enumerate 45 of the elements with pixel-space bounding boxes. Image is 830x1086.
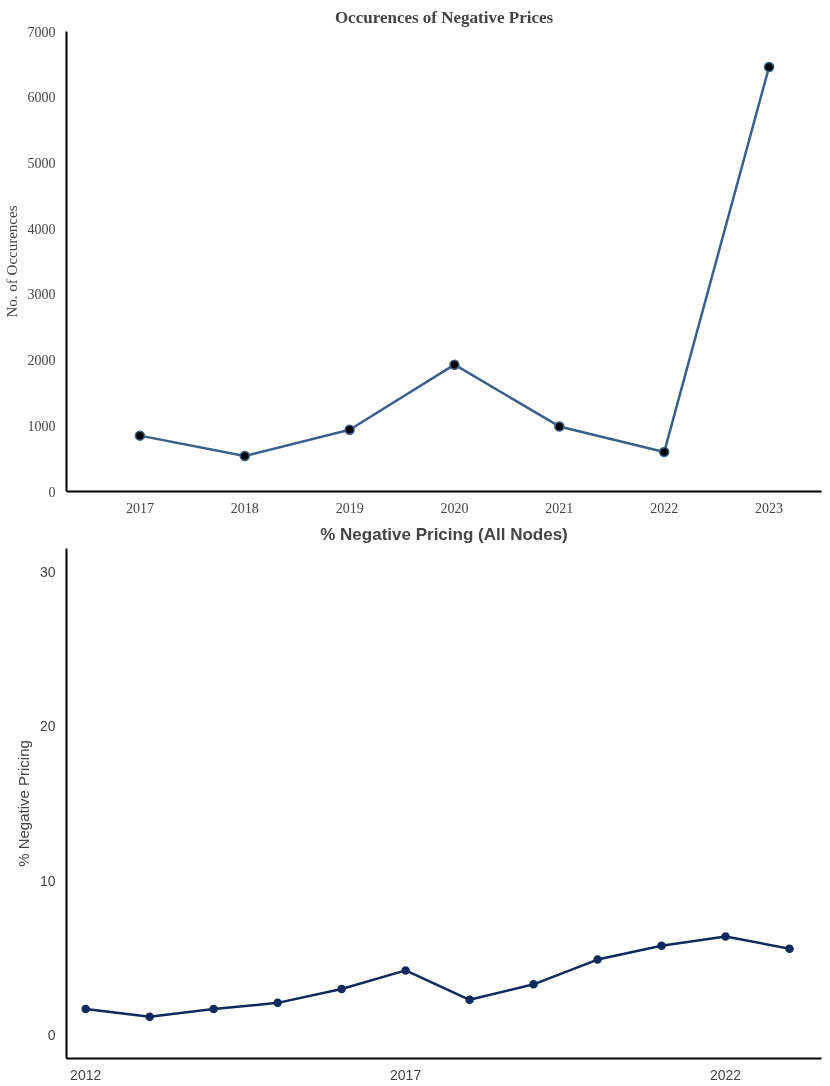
x-tick-label: 2012 (70, 1066, 102, 1083)
x-tick-label: 2017 (390, 1066, 422, 1083)
x-tick-label: 2020 (440, 500, 469, 516)
y-tick-label: 4000 (27, 221, 56, 237)
point (145, 1012, 154, 1022)
point (239, 450, 251, 462)
x-tick-label: 2017 (125, 500, 154, 516)
x-tick-label: 2021 (545, 500, 574, 516)
y-tick-label: 0 (47, 1027, 56, 1044)
y-tick-label: 20 (39, 718, 56, 735)
chart-title: Occurences of Negative Prices (334, 7, 554, 27)
x-tick-label: 2022 (650, 500, 679, 516)
y-tick-label: 6000 (27, 90, 56, 106)
y-axis-title: % Negative Pricing (14, 740, 32, 867)
x-tick-label: 2018 (230, 500, 259, 516)
point (529, 980, 538, 989)
y-tick-label: 2000 (27, 353, 56, 369)
point (337, 984, 346, 994)
y-tick-label: 0 (48, 484, 56, 500)
point (81, 1004, 90, 1014)
y-tick-label: 10 (39, 872, 56, 889)
point (465, 995, 474, 1005)
point (344, 424, 355, 435)
x-tick-label: 2019 (335, 500, 364, 516)
point (134, 430, 146, 441)
point (209, 1004, 218, 1014)
point (593, 955, 602, 964)
point (401, 966, 410, 975)
point (449, 359, 460, 370)
chart-title: % Negative Pricing (All Nodes) (320, 524, 568, 544)
y-tick-label: 3000 (27, 287, 56, 303)
point (785, 944, 794, 954)
y-axis-title: No. of Occurences (3, 205, 20, 318)
y-tick-label: 30 (39, 563, 56, 580)
y-tick-label: 7000 (27, 24, 56, 40)
point (554, 421, 565, 432)
point (273, 998, 282, 1008)
x-tick-label: 2023 (755, 500, 784, 516)
point (721, 932, 730, 941)
x-tick-label: 2022 (709, 1066, 742, 1083)
point (657, 941, 666, 950)
point (658, 446, 670, 458)
point (763, 61, 775, 73)
y-tick-label: 1000 (27, 418, 56, 434)
y-tick-label: 5000 (27, 155, 56, 171)
